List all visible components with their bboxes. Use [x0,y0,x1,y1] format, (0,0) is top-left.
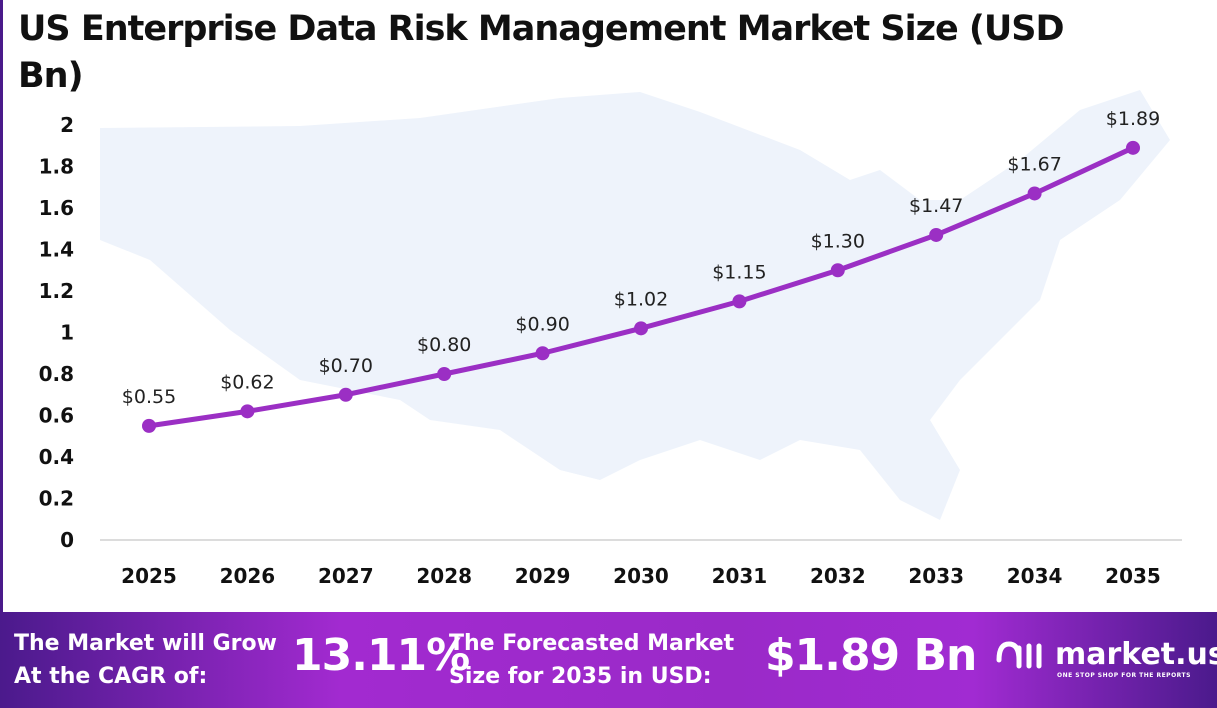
forecast-value: $1.89 Bn [765,630,977,681]
data-label: $1.67 [1007,153,1061,175]
x-tick-label: 2034 [1007,564,1063,588]
data-label: $1.30 [811,230,865,252]
y-tick-label: 0.6 [39,404,74,428]
y-tick-label: 1.2 [39,279,74,303]
footer-banner: The Market will Grow At the CAGR of: 13.… [0,612,1217,708]
data-label: $1.47 [909,195,963,217]
y-tick-label: 0.4 [39,445,74,469]
data-label: $0.90 [515,313,569,335]
cagr-value: 13.11% [292,630,470,681]
x-tick-label: 2027 [318,564,374,588]
data-label: $1.15 [712,261,766,283]
y-tick-label: 1.4 [39,238,74,262]
logo-tagline: ONE STOP SHOP FOR THE REPORTS [1057,672,1191,679]
data-point [437,367,452,381]
x-tick-label: 2026 [220,564,276,588]
x-tick-label: 2030 [613,564,669,588]
y-tick-label: 1.8 [39,155,74,179]
chart-title: US Enterprise Data Risk Management Marke… [18,9,1065,96]
x-tick-label: 2035 [1105,564,1161,588]
logo-name: market.us [1055,637,1217,672]
us-map-background [100,90,1170,520]
y-tick-label: 1.6 [39,196,74,220]
cagr-label: The Market will Grow At the CAGR of: [14,631,277,689]
data-point [732,294,747,309]
data-point [142,418,156,433]
data-label: $0.55 [122,386,176,408]
line-chart: 0 0.2 0.4 0.6 0.8 1 1.2 1.4 1.6 1.8 2 2025 2026 2027… [39,90,1182,588]
x-tick-label: 2025 [121,564,177,588]
y-tick-label: 0.8 [39,362,74,386]
data-point [1027,186,1042,201]
data-point [929,227,944,242]
data-label: $1.02 [614,288,668,310]
x-tick-label: 2033 [908,564,964,588]
x-tick-label: 2029 [515,564,571,588]
y-tick-label: 0 [60,528,74,552]
y-tick-label: 0.2 [39,487,74,511]
market-us-logo: market.us ONE STOP SHOP FOR THE REPORTS [995,637,1217,679]
data-label: $0.80 [417,334,471,356]
y-tick-label: 2 [60,113,74,137]
data-label: $0.62 [220,371,274,393]
y-tick-label: 1 [60,321,74,345]
data-point [1126,140,1140,155]
data-point [535,346,550,361]
data-label: $0.70 [319,355,373,377]
forecast-label: The Forecasted Market Size for 2035 in U… [449,631,735,689]
data-point [338,387,353,402]
x-tick-label: 2028 [416,564,472,588]
data-point [240,404,255,419]
x-tick-label: 2032 [810,564,866,588]
data-label: $1.89 [1106,108,1160,130]
data-point [830,263,845,278]
data-point [634,321,648,336]
x-tick-label: 2031 [712,564,768,588]
logo-icon [996,641,1042,669]
